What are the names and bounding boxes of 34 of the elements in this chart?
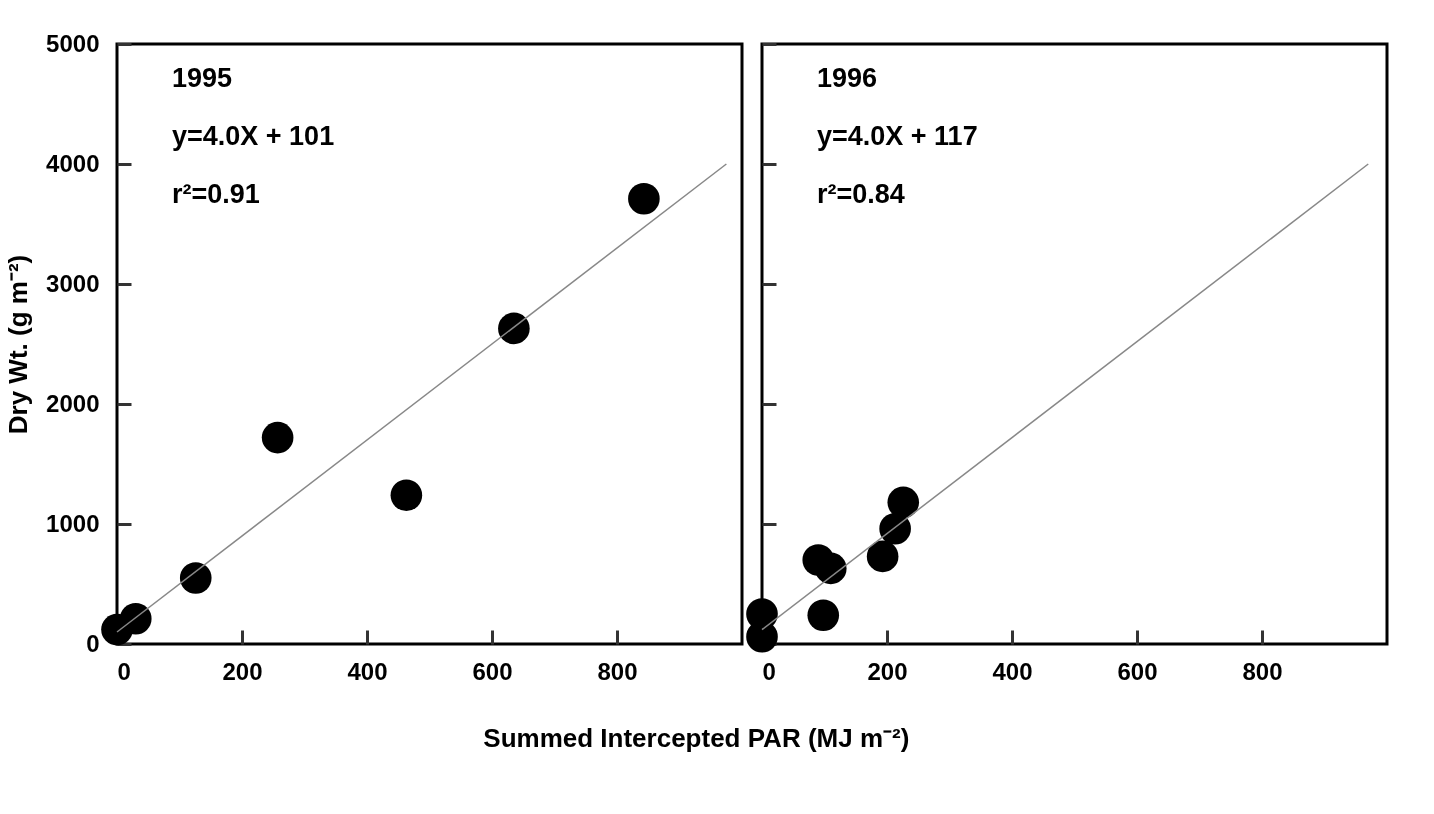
y-tick-label: 4000: [46, 149, 100, 177]
x-tick-label: 0: [762, 657, 776, 685]
x-tick-label: 600: [472, 657, 513, 685]
x-tick-label: 800: [1242, 657, 1283, 685]
point: [887, 486, 920, 519]
point: [179, 562, 212, 594]
point: [261, 421, 294, 454]
x-axis-title: Summed Intercepted PAR (MJ m⁻²): [483, 722, 910, 753]
point: [390, 479, 423, 511]
y-tick-label: 0: [86, 629, 100, 657]
y-tick-label: 3000: [46, 269, 100, 297]
x-tick-label: 200: [222, 657, 263, 685]
point: [807, 599, 840, 631]
x-tick-label: 400: [347, 657, 388, 685]
annotation: 1995: [172, 63, 233, 93]
y-tick-label: 1000: [46, 509, 100, 537]
annotation: y=4.0X + 117: [817, 121, 978, 151]
point: [119, 603, 152, 635]
point: [498, 312, 530, 345]
y-axis-title: Dry Wt. (g m⁻²): [3, 254, 34, 435]
annotation: y=4.0X + 101: [172, 121, 335, 151]
x-tick-label: 600: [1117, 657, 1158, 685]
x-tick-label: 800: [597, 657, 638, 685]
annotation: r²=0.84: [817, 179, 905, 209]
x-tick-label: 0: [117, 657, 131, 685]
x-tick-label: 400: [992, 657, 1033, 685]
point: [628, 183, 660, 215]
point: [866, 540, 899, 573]
point: [814, 552, 847, 585]
x-tick-label: 200: [867, 657, 908, 685]
y-tick-label: 2000: [46, 389, 100, 417]
annotation: r²=0.91: [172, 179, 260, 209]
annotation: 1996: [817, 63, 878, 93]
y-tick-label: 5000: [46, 29, 100, 57]
